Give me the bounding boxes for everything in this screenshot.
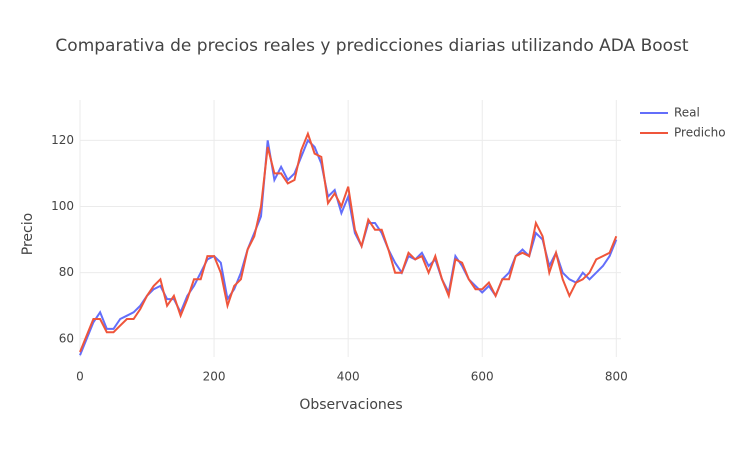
chart-title: Comparativa de precios reales y predicci… — [55, 36, 688, 56]
x-tick-label: 0 — [76, 370, 84, 384]
x-tick-label: 800 — [605, 370, 628, 384]
x-tick-label: 400 — [337, 370, 360, 384]
legend-label: Predicho — [674, 126, 726, 140]
y-tick-label: 100 — [51, 199, 74, 213]
series-line — [79, 130, 618, 353]
y-tick-label: 80 — [59, 265, 74, 279]
legend-label: Real — [674, 106, 700, 120]
y-tick-label: 60 — [59, 331, 74, 345]
x-tick-label: 200 — [203, 370, 226, 384]
y-axis-title: Precio — [20, 213, 36, 255]
y-tick-label: 120 — [51, 133, 74, 147]
x-tick-label: 600 — [471, 370, 494, 384]
x-axis-title: Observaciones — [299, 397, 402, 413]
